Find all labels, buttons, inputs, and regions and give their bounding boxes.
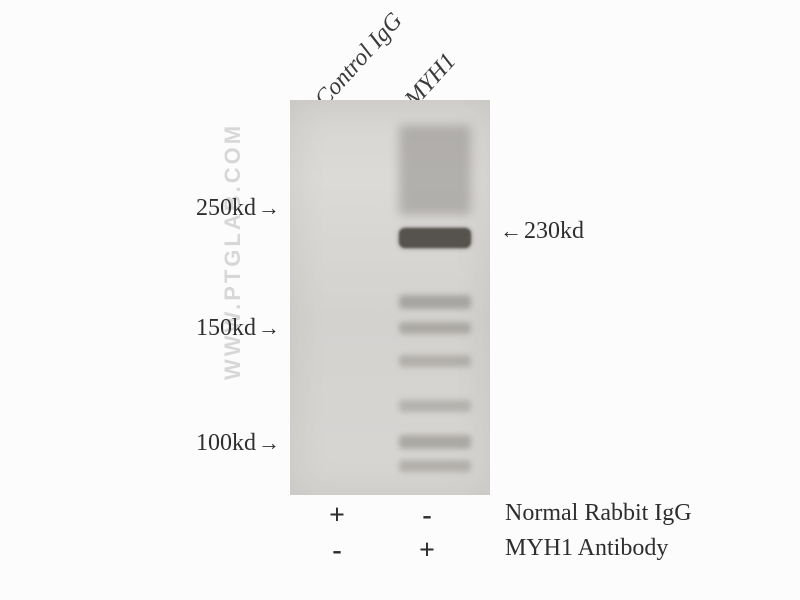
lane-control-igg [305,100,385,495]
legend-row2-label: MYH1 Antibody [505,535,668,562]
mw-marker-label: 250kd [196,195,256,221]
mw-marker-label: 150kd [196,315,256,341]
arrow-right-icon: → [258,315,280,340]
band-main [399,228,471,248]
band-faint [399,435,471,449]
mw-marker-label: 100kd [196,430,256,456]
legend-row2-lane2: + [412,535,442,567]
band-faint [399,322,471,334]
band-smear-top [399,125,471,215]
legend-row1-lane2: - [412,500,442,532]
arrow-right-icon: → [258,430,280,455]
figure-root: WWW.PTGLAB.COM Control IgG MYH1 250kd→ 1… [0,0,800,600]
legend-row1-lane1: + [322,500,352,532]
legend-row1-label: Normal Rabbit IgG [505,500,692,527]
lane-myh1 [395,100,475,495]
arrow-right-icon: → [258,195,280,220]
blot-membrane [290,100,490,495]
legend-row2-lane1: - [322,535,352,567]
band-faint [399,295,471,309]
band-faint [399,400,471,412]
band-faint [399,460,471,472]
mw-marker-150: 150kd→ [196,315,280,342]
band-faint [399,355,471,367]
observed-band-text: 230kd [524,218,584,244]
arrow-left-icon: ← [500,218,522,243]
mw-marker-250: 250kd→ [196,195,280,222]
mw-marker-100: 100kd→ [196,430,280,457]
observed-band-label: ←230kd [500,218,584,245]
lane-label-1: Control IgG [310,8,408,113]
